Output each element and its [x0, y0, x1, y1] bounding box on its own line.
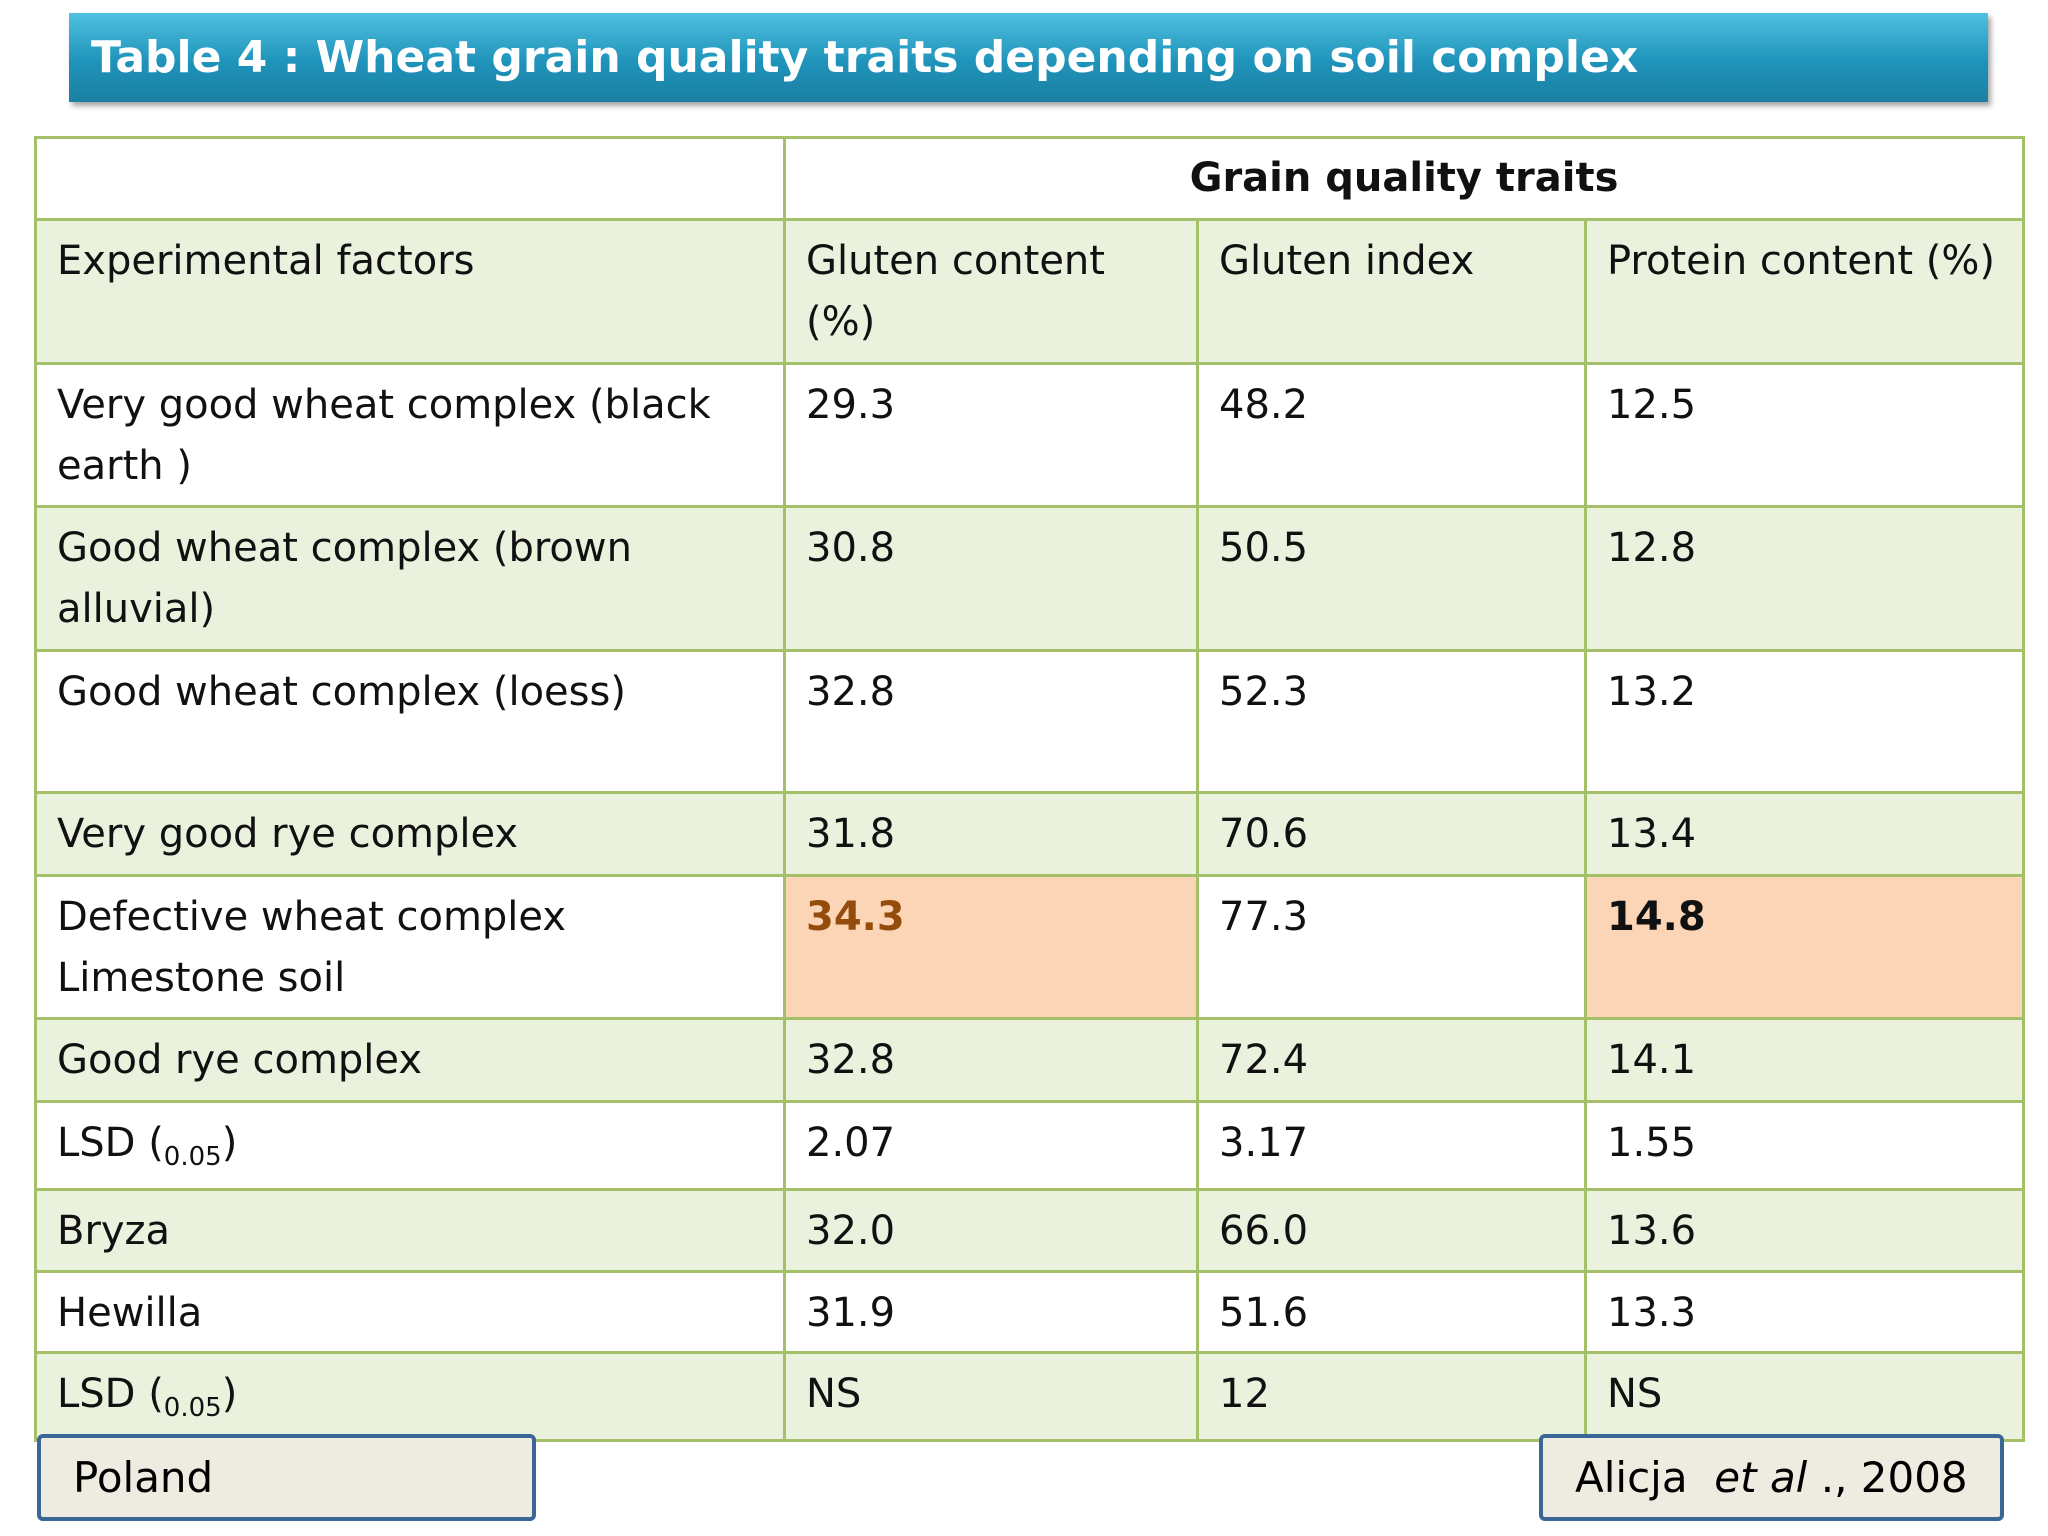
group-header: Grain quality traits	[782, 136, 2026, 221]
value-cell: 13.3	[1583, 1270, 2026, 1354]
value-cell: 32.8	[783, 649, 1199, 794]
column-header: Gluten index	[1196, 218, 1587, 365]
value-cell: 52.3	[1196, 649, 1587, 794]
label-text: LSD (	[57, 1120, 164, 1166]
column-header: Gluten content (%)	[783, 218, 1199, 365]
row-label: Good wheat complex (brown alluvial)	[34, 505, 786, 652]
label-subscript: 0.05	[163, 1142, 222, 1172]
row-label: LSD (0.05)	[34, 1100, 786, 1191]
value-cell: 31.8	[783, 791, 1199, 877]
value-cell: 12.8	[1583, 505, 2026, 652]
row-label: LSD (0.05)	[34, 1351, 786, 1442]
row-label: Bryza	[34, 1188, 786, 1273]
title-bar: Table 4 : Wheat grain quality traits dep…	[69, 13, 1988, 102]
value-cell: 66.0	[1196, 1188, 1587, 1273]
value-cell: 32.0	[783, 1188, 1199, 1273]
country: Poland	[73, 1453, 214, 1502]
country-box: Poland	[37, 1434, 536, 1521]
value-cell: NS	[783, 1351, 1199, 1442]
value-cell: 30.8	[783, 505, 1199, 652]
citation-author: Alicja	[1575, 1453, 1688, 1502]
value-cell: 32.8	[783, 1017, 1199, 1103]
value-cell: 14.8	[1583, 874, 2026, 1020]
value-cell: 50.5	[1196, 505, 1587, 652]
empty-cell	[34, 136, 786, 221]
value-cell: 48.2	[1196, 362, 1587, 508]
value-cell: 72.4	[1196, 1017, 1587, 1103]
value-cell: 2.07	[783, 1100, 1199, 1191]
citation-box: Alicja et al ., 2008	[1539, 1434, 2004, 1521]
value-cell: 34.3	[783, 874, 1199, 1020]
row-label: Very good rye complex	[34, 791, 786, 877]
label-end: )	[221, 1371, 238, 1417]
row-label: Defective wheat complex Limestone soil	[34, 874, 786, 1020]
row-label: Very good wheat complex (black earth )	[34, 362, 786, 508]
value-cell: 31.9	[783, 1270, 1199, 1354]
column-header: Experimental factors	[34, 218, 786, 365]
value-cell: 13.4	[1583, 791, 2026, 877]
value-cell: 51.6	[1196, 1270, 1587, 1354]
row-label: Good rye complex	[34, 1017, 786, 1103]
value-cell: 1.55	[1583, 1100, 2026, 1191]
value-cell: NS	[1583, 1351, 2026, 1442]
value-cell: 77.3	[1196, 874, 1587, 1020]
label-text: LSD (	[57, 1371, 164, 1417]
value-cell: 12	[1196, 1351, 1587, 1442]
value-cell: 14.1	[1583, 1017, 2026, 1103]
row-label: Good wheat complex (loess)	[34, 649, 786, 794]
value-cell: 29.3	[783, 362, 1199, 508]
data-table: Grain quality traits Experimental factor…	[34, 136, 2026, 1442]
label-end: )	[221, 1120, 238, 1166]
value-cell: 13.2	[1583, 649, 2026, 794]
value-cell: 13.6	[1583, 1188, 2026, 1273]
value-cell: 70.6	[1196, 791, 1587, 877]
citation-year: ., 2008	[1820, 1453, 1968, 1502]
citation-etal: et al	[1714, 1453, 1808, 1502]
row-label: Hewilla	[34, 1270, 786, 1354]
column-header: Protein content (%)	[1583, 218, 2026, 365]
label-subscript: 0.05	[163, 1393, 222, 1423]
value-cell: 12.5	[1583, 362, 2026, 508]
value-cell: 3.17	[1196, 1100, 1587, 1191]
